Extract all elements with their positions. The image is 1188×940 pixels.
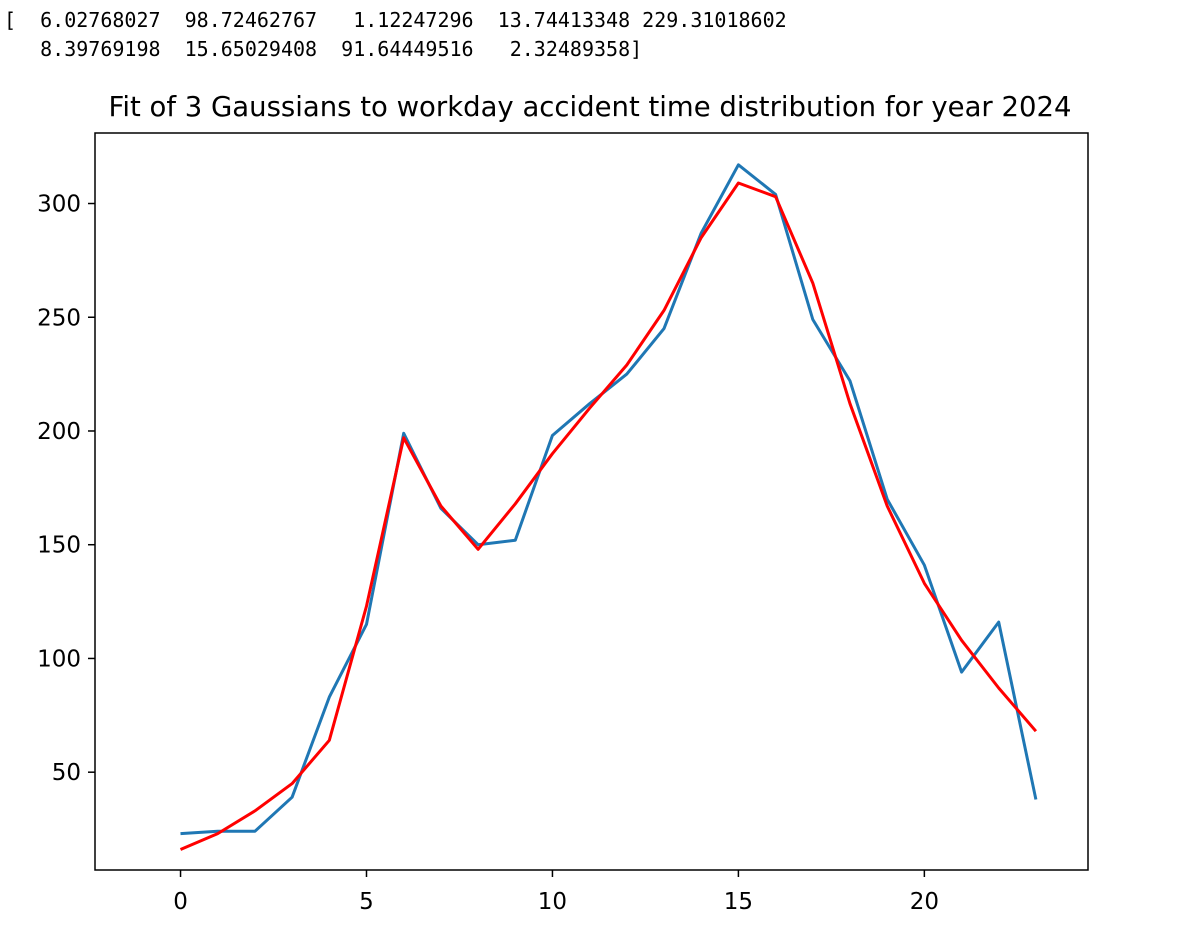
series-line-1 [179,181,1038,851]
y-tick-label-2: 150 [37,533,81,559]
stdout-line-2: 8.39769198 15.65029408 91.64449516 2.324… [4,37,643,61]
y-axis: 50 100 150 200 250 300 [37,192,95,786]
y-tick-label-5: 300 [37,192,81,218]
x-tick-label-2: 10 [538,889,567,915]
x-axis: 0 5 10 15 20 [173,870,939,915]
x-tick-label-0: 0 [173,889,188,915]
plot-area-frame [94,132,1089,871]
series-layer [179,163,1038,851]
y-tick-label-0: 50 [52,760,81,786]
stdout-array-output: [ 6.02768027 98.72462767 1.12247296 13.7… [4,6,787,64]
y-tick-label-3: 200 [37,419,81,445]
x-tick-label-3: 15 [724,889,753,915]
x-tick-label-1: 5 [359,889,374,915]
chart-title: Fit of 3 Gaussians to workday accident t… [109,91,1072,123]
y-tick-label-4: 250 [37,305,81,331]
stdout-line-1: [ 6.02768027 98.72462767 1.12247296 13.7… [4,8,787,32]
x-tick-label-4: 20 [910,889,939,915]
y-tick-label-1: 100 [37,646,81,672]
series-line-0 [180,163,1038,836]
